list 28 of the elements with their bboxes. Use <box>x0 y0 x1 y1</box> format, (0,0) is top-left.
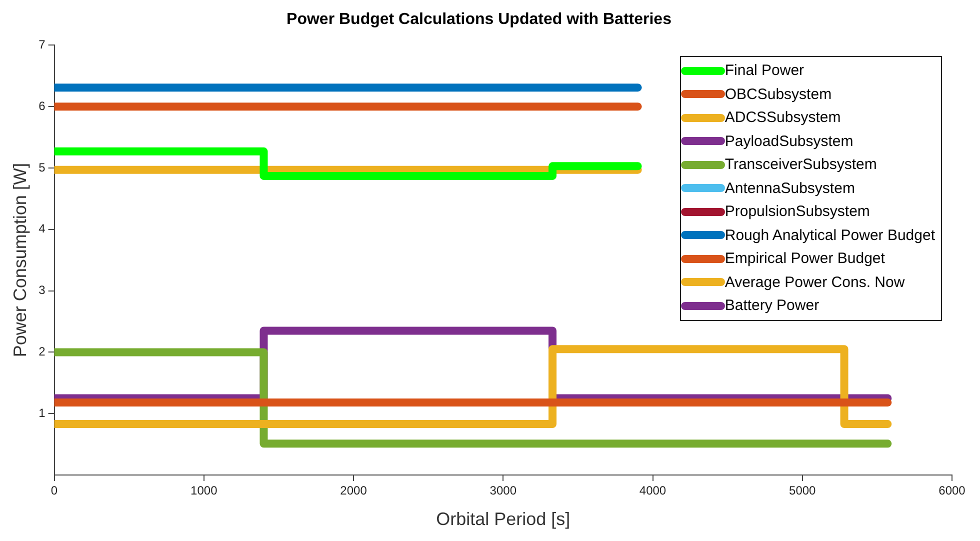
x-tick-label: 6000 <box>938 484 966 498</box>
legend-label: TransceiverSubsystem <box>724 155 877 175</box>
y-tick-label: 3 <box>38 283 46 298</box>
x-tick-label: 0 <box>50 484 58 498</box>
y-tick-label: 7 <box>38 38 46 52</box>
legend-label: Average Power Cons. Now <box>724 272 905 292</box>
legend-label: AntennaSubsystem <box>724 178 855 198</box>
legend-label: Battery Power <box>724 296 820 316</box>
x-tick-label: 1000 <box>190 484 218 498</box>
legend-label: PropulsionSubsystem <box>724 202 870 222</box>
y-axis-title: Power Consumption [W] <box>10 163 30 358</box>
legend-label: OBCSubsystem <box>724 84 832 104</box>
legend-label: PayloadSubsystem <box>724 132 854 152</box>
x-axis-title: Orbital Period [s] <box>436 509 570 530</box>
y-tick-label: 2 <box>38 344 46 359</box>
legend-label: Empirical Power Budget <box>724 249 885 269</box>
x-tick-label: 4000 <box>639 484 666 498</box>
x-tick-label: 3000 <box>490 484 517 498</box>
y-tick-label: 6 <box>38 98 46 113</box>
chart-title: Power Budget Calculations Updated with Batteries <box>286 11 672 28</box>
x-tick-label: 5000 <box>789 484 816 498</box>
legend-label: ADCSSubsystem <box>724 108 841 128</box>
x-tick-label: 2000 <box>340 484 368 498</box>
y-tick-label: 4 <box>38 222 46 236</box>
y-tick-label: 5 <box>38 160 46 174</box>
legend-label: Rough Analytical Power Budget <box>724 226 935 246</box>
y-tick-label: 1 <box>38 406 46 420</box>
legend-label: Final Power <box>724 61 804 81</box>
